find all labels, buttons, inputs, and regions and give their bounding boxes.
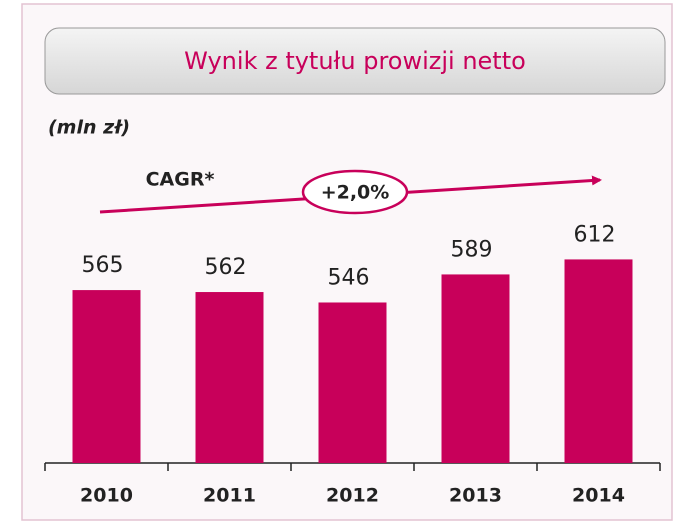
title-box: [44, 27, 666, 95]
value-label: 546: [328, 265, 370, 290]
bar: [195, 292, 264, 463]
value-label: 562: [205, 255, 247, 280]
bar: [72, 290, 141, 463]
annotation: CAGR*: [146, 169, 215, 191]
value-label: 565: [82, 253, 124, 278]
chart-title: Wynik z tytułu prowizji netto: [184, 47, 526, 75]
bar: [441, 274, 510, 463]
value-label: 589: [451, 237, 493, 262]
bar: [564, 259, 633, 463]
x-tick-label: 2014: [572, 485, 625, 507]
value-label: 612: [574, 222, 616, 247]
x-tick-label: 2012: [326, 485, 379, 507]
subtitle: (mln zł): [48, 117, 130, 139]
x-tick-label: 2013: [449, 485, 502, 507]
annotation: +2,0%: [321, 182, 390, 204]
x-tick-label: 2010: [80, 485, 133, 507]
bar: [318, 302, 387, 463]
x-tick-label: 2011: [203, 485, 256, 507]
annotation-ellipse: [301, 169, 409, 215]
